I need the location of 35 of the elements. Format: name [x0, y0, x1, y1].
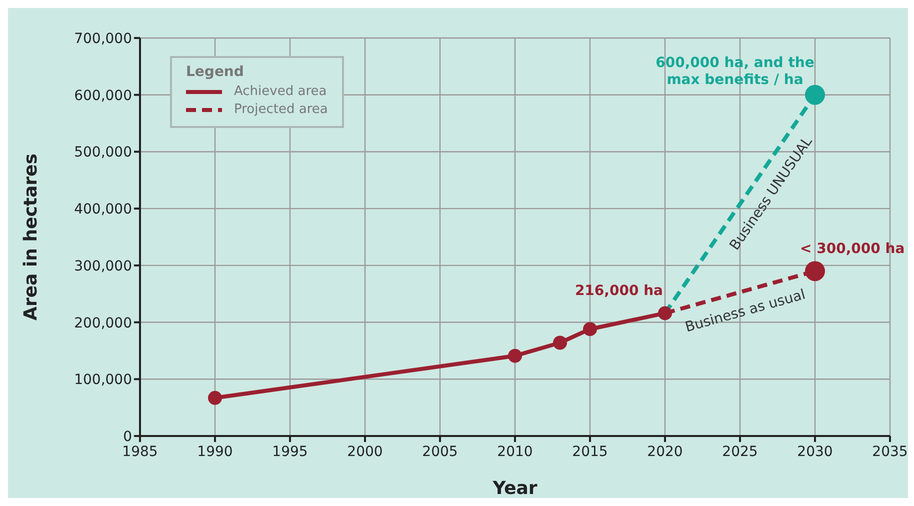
y-tick-label: 600,000: [74, 88, 132, 104]
y-tick-label: 0: [123, 428, 132, 445]
y-tick-label: 700,000: [74, 30, 132, 47]
point: [208, 390, 222, 405]
point: [805, 84, 825, 105]
y-tick-label: 400,000: [74, 202, 132, 218]
point: [553, 336, 567, 350]
x-tick-label: 2025: [722, 444, 758, 460]
annotation: 216,000 ha: [574, 283, 663, 300]
point: [583, 322, 597, 336]
x-tick-label: 2030: [797, 444, 833, 460]
y-tick-label: 300,000: [74, 258, 132, 274]
annotation: 600,000 ha, and the max benefits / ha: [656, 54, 814, 88]
x-tick-label: 2000: [347, 444, 383, 460]
point: [805, 261, 825, 282]
annotation: Business as usual: [683, 286, 808, 336]
x-tick-label: 1990: [197, 444, 233, 460]
x-tick-label: 1995: [272, 444, 308, 460]
x-tick-label: 2020: [647, 444, 683, 460]
y-tick-label: 100,000: [74, 372, 132, 388]
x-tick-label: 1985: [122, 444, 158, 460]
annotation: < 300,000 ha: [800, 241, 905, 258]
x-tick-label: 2015: [572, 444, 608, 460]
legend-title: Legend: [186, 64, 245, 80]
point: [658, 306, 672, 320]
y-tick-label: 500,000: [74, 144, 132, 161]
legend-label: Achieved area: [234, 84, 327, 99]
x-tick-label: 2035: [872, 444, 908, 460]
x-axis-title: Year: [492, 478, 538, 499]
legend-label: Projected area: [234, 102, 328, 117]
y-axis-title: Area in hectares: [20, 154, 42, 320]
y-tick-label: 200,000: [74, 315, 132, 332]
point: [508, 348, 522, 363]
x-tick-label: 2005: [422, 444, 458, 460]
x-tick-label: 2010: [497, 444, 533, 460]
